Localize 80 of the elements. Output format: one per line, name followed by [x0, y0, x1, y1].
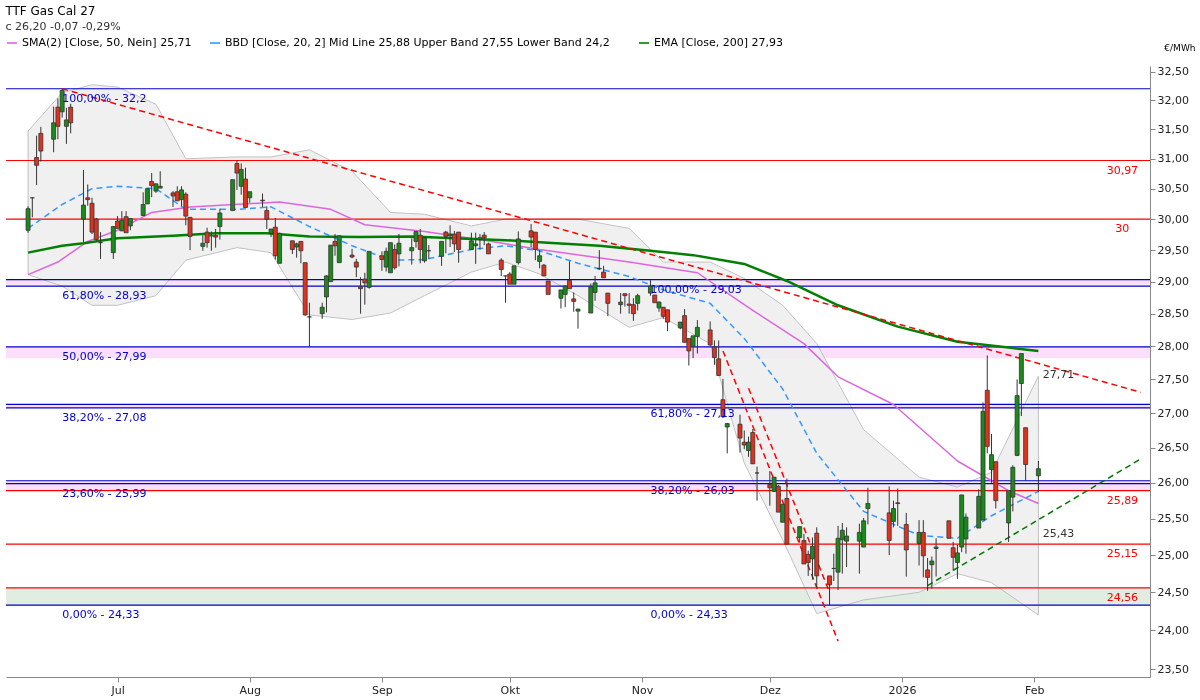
y-tick-label: 32,00 — [1157, 93, 1189, 107]
y-tick-label: 23,50 — [1157, 662, 1189, 676]
candlestick — [724, 422, 730, 454]
annotation: 25,43 — [1042, 526, 1075, 540]
candlestick — [447, 224, 453, 248]
chart-title: TTF Gas Cal 27 — [4, 4, 96, 18]
annotation: 24,56 — [1106, 590, 1139, 604]
candlestick — [353, 258, 359, 278]
candlestick — [81, 169, 86, 243]
candlestick — [916, 519, 922, 566]
y-tick-label: 27,50 — [1157, 372, 1189, 386]
x-tick-label: Feb — [1024, 683, 1045, 697]
y-tick-label: 28,50 — [1157, 307, 1189, 321]
legend-label: SMA(2) [Close, 50, Nein] 25,71 — [22, 36, 192, 49]
annotation: 30,97 — [1106, 163, 1139, 177]
candlestick — [631, 297, 636, 322]
annotation: 25,15 — [1106, 547, 1139, 561]
y-tick-label: 24,00 — [1157, 623, 1189, 637]
y-tick-label: 29,50 — [1157, 243, 1189, 257]
y-tick-label: 26,00 — [1157, 476, 1189, 490]
candlestick — [204, 227, 210, 249]
x-tick-label: 2026 — [888, 683, 917, 697]
y-tick-label: 31,00 — [1157, 152, 1189, 166]
x-tick-label: Jul — [110, 683, 125, 697]
candlestick — [895, 488, 901, 527]
x-tick-label: Aug — [239, 683, 261, 697]
y-tick-label: 30,50 — [1157, 182, 1189, 196]
y-tick-label: 25,00 — [1157, 548, 1189, 562]
candlestick — [618, 292, 624, 315]
candlestick — [665, 309, 670, 332]
candlestick — [396, 233, 402, 267]
y-tick-label: 27,00 — [1157, 406, 1189, 420]
candlestick — [515, 230, 521, 266]
candlestick — [503, 275, 508, 304]
annotation: 0,00% - 24,33 — [650, 608, 728, 622]
y-tick-label: 29,00 — [1157, 275, 1189, 289]
legend-label: EMA [Close, 200] 27,93 — [654, 36, 783, 49]
annotation: 61,80% - 28,93 — [62, 289, 147, 303]
annotation: 30 — [1115, 222, 1130, 236]
chart-subtitle: c 26,20 -0,07 -0,29% — [5, 20, 121, 33]
candlestick — [920, 519, 926, 578]
candlestick — [349, 248, 355, 259]
candlestick — [716, 339, 722, 376]
x-tick-label: Nov — [631, 683, 654, 697]
candlestick — [264, 205, 270, 230]
y-tick-label: 32,50 — [1157, 65, 1189, 79]
candlestick — [358, 276, 363, 315]
x-tick-label: Okt — [500, 683, 521, 697]
candlestick — [528, 223, 534, 248]
annotation: 0,00% - 24,33 — [62, 608, 140, 622]
candlestick — [558, 289, 564, 310]
candlestick — [571, 291, 577, 313]
annotation: 38,20% - 27,08 — [62, 410, 147, 424]
annotation: 50,00% - 27,99 — [62, 349, 147, 363]
candlestick — [1036, 460, 1041, 493]
candlestick — [605, 292, 611, 317]
x-tick-label: Sep — [372, 683, 393, 697]
candlestick — [379, 250, 385, 272]
candlestick — [456, 231, 462, 264]
candlestick — [140, 191, 146, 216]
candlestick — [737, 414, 743, 454]
candlestick — [439, 240, 444, 267]
candlestick — [694, 319, 700, 355]
candlestick — [473, 232, 479, 265]
candlestick — [217, 208, 223, 241]
y-tick-label: 31,50 — [1157, 122, 1189, 136]
x-tick-label: Dez — [759, 683, 782, 697]
annotation: 25,89 — [1106, 493, 1139, 507]
y-tick-label: 24,50 — [1157, 585, 1189, 599]
y-tick-label: 26,50 — [1157, 441, 1189, 455]
y-axis-title: €/MWh — [1164, 42, 1196, 53]
candlestick — [562, 284, 568, 308]
candlestick — [170, 190, 176, 208]
y-tick-label: 30,00 — [1157, 212, 1189, 226]
y-tick-label: 28,00 — [1157, 339, 1189, 353]
candlestick — [933, 537, 939, 578]
annotation: 27,71 — [1042, 368, 1075, 382]
legend-label: BBD [Close, 20, 2] Mid Line 25,88 Upper Band 27,55 Lower Band 24,2 — [225, 36, 610, 49]
y-tick-label: 25,50 — [1157, 512, 1189, 526]
candlestick — [754, 466, 760, 502]
